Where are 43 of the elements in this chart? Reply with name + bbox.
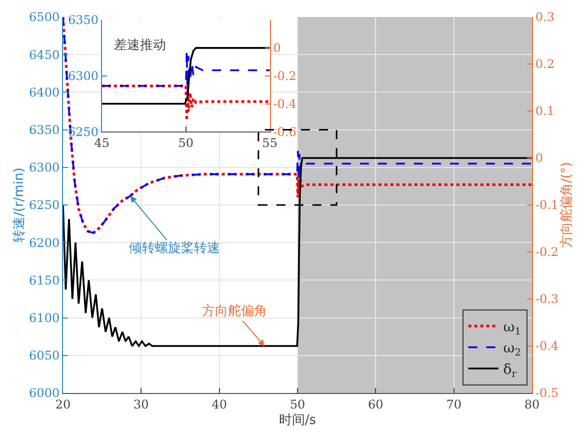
y2-tick-label: -0.4: [273, 96, 297, 111]
y-tick-label: 6400: [29, 85, 60, 100]
legend-label: ω$_{2}$: [503, 340, 521, 359]
y2-tick-label: -0.1: [535, 198, 559, 212]
legend-label: δ$_{r}$: [503, 362, 517, 380]
y-tick-label: 6350: [29, 123, 60, 137]
y2-tick-label: 0: [273, 41, 281, 56]
y-tick-label: 6050: [29, 348, 60, 363]
y2-tick-label: -0.3: [535, 292, 559, 306]
annotation: 倾转螺旋桨转速: [129, 241, 220, 256]
y2-tick-label: 0.3: [535, 10, 554, 24]
y2-tick-label: 0.1: [535, 104, 554, 118]
x-axis-title: 时间/s: [278, 413, 316, 428]
y2-tick-label: 0: [535, 151, 544, 166]
y-axis-title: 转速/(r/min): [12, 168, 28, 242]
y2-tick-label: 0.2: [535, 57, 554, 72]
x-tick-label: 45: [94, 136, 110, 150]
text: 差速推动: [114, 38, 166, 53]
x-tick-label: 60: [368, 397, 384, 412]
annotation: 方向舵偏角: [202, 303, 267, 319]
y-tick-label: 6100: [29, 311, 60, 325]
line-series: [102, 84, 270, 122]
y-tick-label: 6150: [29, 273, 60, 288]
y2-tick-label: -0.2: [273, 69, 296, 84]
y-tick-label: 6200: [29, 236, 60, 250]
y-tick-label: 6450: [29, 48, 60, 62]
y2-tick-label: -0.4: [535, 339, 559, 354]
y2-axis-title: 方向舵偏角/(°): [558, 162, 575, 248]
y2-tick-label: -0.2: [535, 245, 559, 260]
x-tick-label: 40: [212, 397, 227, 412]
y-tick-label: 6250: [68, 124, 99, 139]
line-series: [102, 50, 270, 97]
x-tick-label: 70: [446, 397, 462, 412]
legend-label: ω$_{1}$: [503, 320, 521, 338]
y-tick-label: 6300: [29, 160, 60, 175]
x-tick-label: 30: [134, 397, 149, 412]
y-tick-label: 6500: [29, 10, 60, 24]
y-tick-label: 6250: [29, 198, 60, 212]
x-tick-label: 50: [178, 136, 194, 150]
x-tick-label: 55: [262, 136, 278, 150]
y-tick-label: 6350: [68, 13, 99, 28]
x-tick-label: 50: [290, 397, 306, 412]
y-tick-label: 6300: [68, 69, 99, 84]
